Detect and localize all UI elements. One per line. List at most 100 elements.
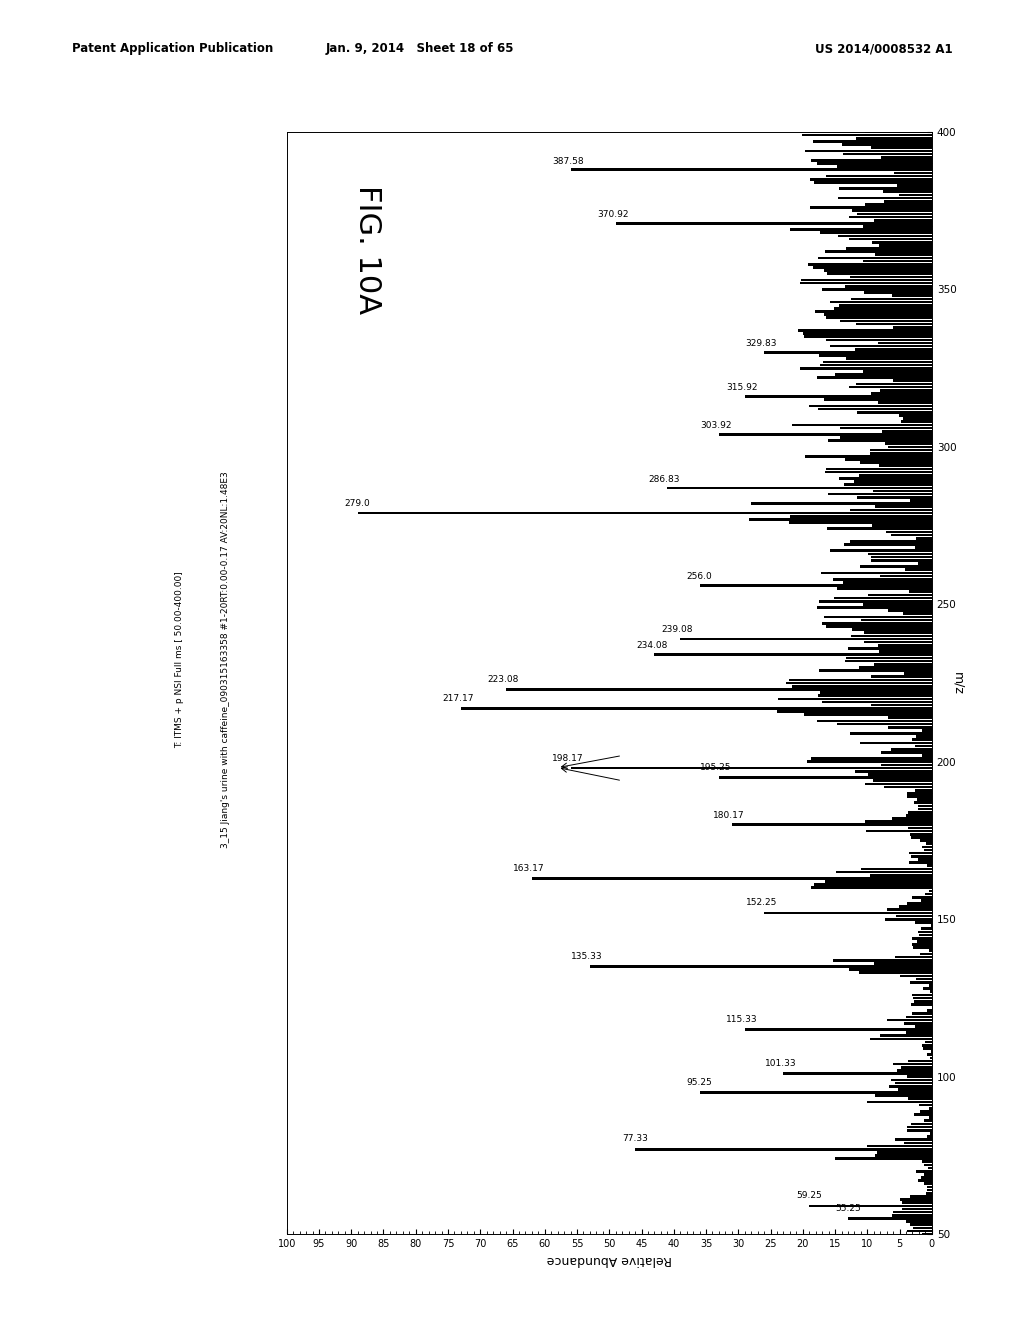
- Text: 223.08: 223.08: [487, 676, 519, 685]
- Text: Jan. 9, 2014   Sheet 18 of 65: Jan. 9, 2014 Sheet 18 of 65: [326, 42, 514, 55]
- Bar: [898, 1088, 932, 1090]
- Bar: [811, 887, 932, 890]
- Bar: [680, 638, 932, 640]
- Bar: [811, 758, 932, 760]
- Text: 234.08: 234.08: [636, 640, 668, 649]
- Bar: [864, 820, 932, 822]
- Bar: [846, 358, 932, 360]
- Bar: [930, 1133, 932, 1135]
- Bar: [817, 162, 932, 165]
- Bar: [838, 723, 932, 726]
- Bar: [813, 267, 932, 269]
- Bar: [850, 238, 932, 240]
- Bar: [699, 585, 932, 587]
- Bar: [872, 524, 932, 527]
- Bar: [859, 972, 932, 974]
- Bar: [819, 669, 932, 672]
- Bar: [924, 1047, 932, 1049]
- Text: FIG. 10A: FIG. 10A: [353, 185, 382, 314]
- Bar: [929, 1107, 932, 1110]
- Bar: [805, 455, 932, 458]
- Bar: [732, 824, 932, 826]
- Bar: [790, 678, 932, 681]
- Bar: [844, 483, 932, 486]
- Bar: [915, 978, 932, 981]
- Text: 101.33: 101.33: [765, 1059, 797, 1068]
- Bar: [792, 685, 932, 688]
- Bar: [903, 612, 932, 615]
- Bar: [744, 1028, 932, 1031]
- Bar: [897, 1069, 932, 1072]
- Bar: [882, 156, 932, 158]
- Bar: [907, 1126, 932, 1129]
- Bar: [912, 896, 932, 899]
- Bar: [824, 880, 932, 883]
- Bar: [848, 1217, 932, 1220]
- Bar: [922, 754, 932, 756]
- Bar: [880, 465, 932, 467]
- Bar: [800, 282, 932, 285]
- Bar: [900, 1199, 932, 1201]
- Text: 115.33: 115.33: [726, 1015, 758, 1024]
- Bar: [894, 172, 932, 174]
- Bar: [913, 946, 932, 949]
- Bar: [866, 1144, 932, 1147]
- Bar: [791, 515, 932, 517]
- Text: 256.0: 256.0: [687, 572, 713, 581]
- Bar: [912, 1012, 932, 1015]
- Bar: [923, 1160, 932, 1163]
- Bar: [845, 660, 932, 663]
- Bar: [895, 1081, 932, 1084]
- Bar: [837, 871, 932, 874]
- Bar: [860, 742, 932, 744]
- Bar: [824, 269, 932, 272]
- Bar: [914, 1113, 932, 1115]
- Bar: [857, 496, 932, 499]
- Bar: [926, 842, 932, 845]
- Bar: [834, 578, 932, 581]
- Bar: [920, 840, 932, 842]
- Bar: [886, 917, 932, 920]
- Bar: [843, 153, 932, 156]
- Bar: [872, 240, 932, 244]
- Bar: [531, 876, 932, 879]
- Bar: [776, 710, 932, 713]
- Bar: [801, 279, 932, 281]
- Bar: [819, 599, 932, 602]
- Bar: [849, 385, 932, 388]
- Bar: [842, 144, 932, 147]
- Bar: [841, 319, 932, 322]
- Bar: [907, 1230, 932, 1233]
- Bar: [856, 137, 932, 140]
- Bar: [792, 424, 932, 426]
- Bar: [851, 635, 932, 638]
- Bar: [882, 430, 932, 433]
- Bar: [870, 676, 932, 678]
- Bar: [810, 178, 932, 181]
- Bar: [904, 672, 932, 675]
- Bar: [804, 335, 932, 338]
- Bar: [927, 1185, 932, 1188]
- Bar: [871, 147, 932, 149]
- Bar: [860, 619, 932, 622]
- Bar: [814, 181, 932, 183]
- Bar: [826, 317, 932, 319]
- Bar: [915, 789, 932, 792]
- Bar: [821, 622, 932, 624]
- Bar: [668, 487, 932, 490]
- Bar: [922, 1044, 932, 1047]
- Bar: [887, 531, 932, 533]
- Bar: [885, 199, 932, 202]
- Bar: [867, 594, 932, 597]
- Bar: [882, 764, 932, 767]
- Bar: [908, 851, 932, 854]
- Text: US 2014/0008532 A1: US 2014/0008532 A1: [815, 42, 952, 55]
- Bar: [506, 688, 932, 690]
- Bar: [901, 420, 932, 422]
- Bar: [919, 562, 932, 565]
- Bar: [635, 1148, 932, 1151]
- Bar: [865, 131, 932, 133]
- Bar: [899, 194, 932, 197]
- Bar: [910, 1224, 932, 1226]
- Bar: [896, 915, 932, 917]
